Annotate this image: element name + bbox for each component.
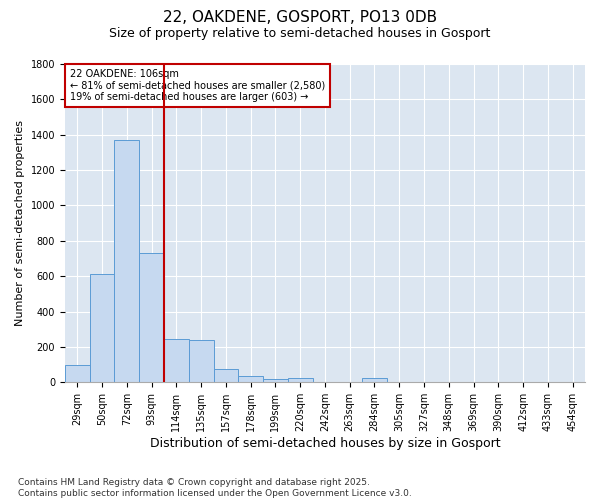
Bar [89,274,115,382]
Bar [115,140,139,382]
Bar [164,339,189,382]
Y-axis label: Number of semi-detached properties: Number of semi-detached properties [15,120,25,326]
X-axis label: Distribution of semi-detached houses by size in Gosport: Distribution of semi-detached houses by … [149,437,500,450]
Text: Contains HM Land Registry data © Crown copyright and database right 2025.
Contai: Contains HM Land Registry data © Crown c… [18,478,412,498]
Bar [214,369,238,382]
Text: 22 OAKDENE: 106sqm
← 81% of semi-detached houses are smaller (2,580)
19% of semi: 22 OAKDENE: 106sqm ← 81% of semi-detache… [70,69,325,102]
Bar [288,378,313,382]
Bar [65,364,89,382]
Text: Size of property relative to semi-detached houses in Gosport: Size of property relative to semi-detach… [109,28,491,40]
Bar [263,379,288,382]
Bar [238,376,263,382]
Bar [189,340,214,382]
Bar [139,253,164,382]
Text: 22, OAKDENE, GOSPORT, PO13 0DB: 22, OAKDENE, GOSPORT, PO13 0DB [163,10,437,25]
Bar [362,378,387,382]
